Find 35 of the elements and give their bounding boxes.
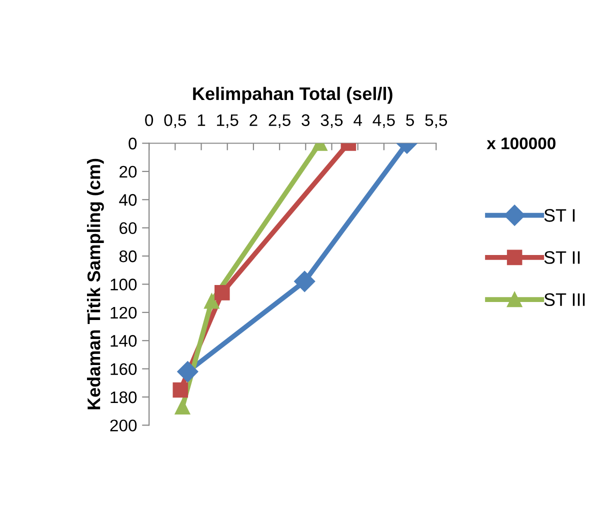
x-tick-label: 5 [406,114,414,126]
point [172,382,188,398]
x-tick-label: 4,5 [372,114,395,128]
x-tick-label: 0,5 [164,114,186,128]
x-tick-label: 3 [302,114,310,126]
y-tick-label: 180 [110,391,137,404]
point [177,361,198,382]
x-tick-label: 2,5 [268,114,290,128]
point [174,399,190,415]
y-tick-label: 60 [120,222,137,234]
y-tick-label: 160 [110,363,137,376]
y-axis-title: Kedaman Titik Sampling (cm) [86,158,104,410]
point [204,294,220,309]
y-tick-label: 200 [110,420,137,432]
x-tick-label: 5,5 [425,114,448,128]
x-tick-label: 3,5 [320,114,343,128]
y-tick-label: 140 [110,335,137,347]
x-tick-label: 4 [354,114,362,126]
y-tick-label: 120 [110,306,137,319]
text: x 100000 [486,137,556,150]
y-tick-label: 80 [119,250,137,262]
y-tick-label: 40 [119,194,137,206]
y-tick-label: 0 [128,138,137,150]
y-tick-label: 100 [110,278,137,290]
point [294,270,316,292]
legend-label: ST I [544,209,575,222]
legend-label: ST III [544,293,585,306]
x-tick-label: 1 [198,114,206,126]
y-tick-label: 20 [120,166,137,178]
point [214,285,230,300]
x-tick-label: 0 [145,114,154,126]
legend-label: ST II [544,251,580,264]
x-axis-title: Kelimpahan Total (sel/l) [193,86,392,104]
x-tick-label: 2 [250,114,258,126]
x-tick-label: 1,5 [217,114,238,128]
